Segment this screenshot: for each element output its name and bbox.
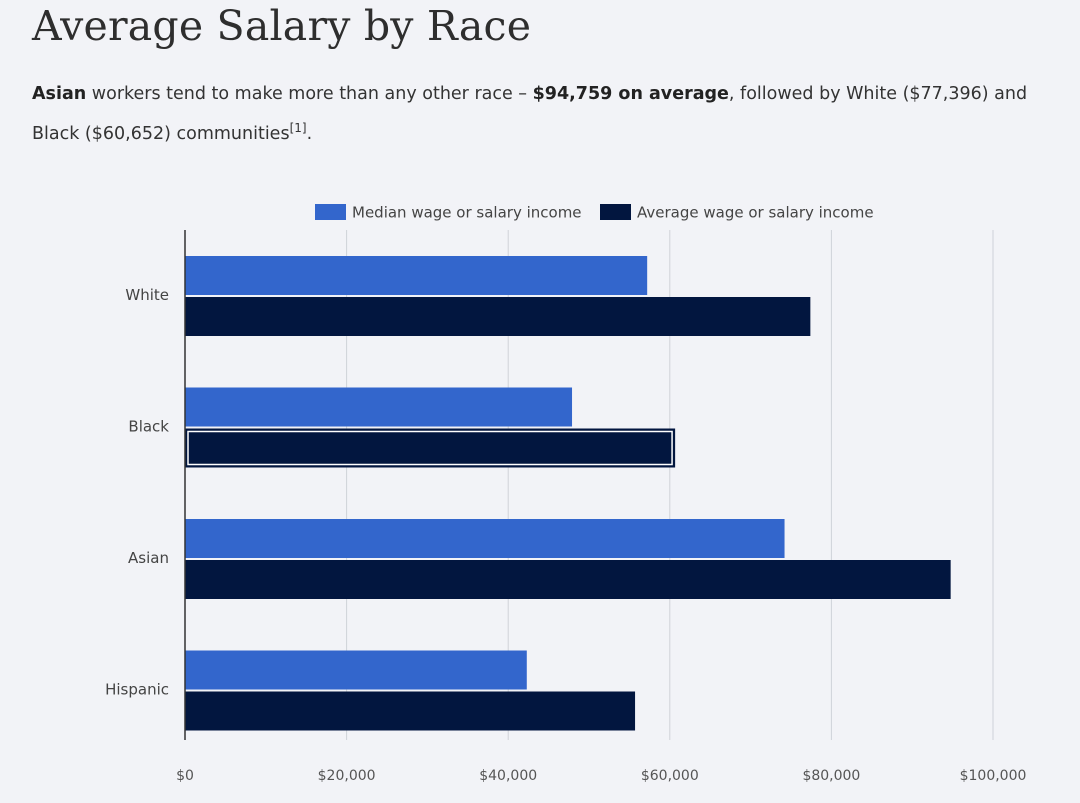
chart-bars bbox=[185, 256, 951, 731]
y-category-label-black: Black bbox=[128, 418, 169, 436]
bar-highlight-outline bbox=[187, 430, 673, 466]
summary-text-2: , followed by White ($77,396) and Black … bbox=[32, 84, 1028, 144]
x-tick-label-0: $0 bbox=[176, 768, 194, 784]
bar-hispanic-average[interactable] bbox=[185, 691, 636, 731]
legend-swatch-1[interactable] bbox=[315, 204, 346, 220]
x-tick-label-4: $80,000 bbox=[802, 768, 860, 784]
bar-white-average[interactable] bbox=[185, 297, 811, 336]
legend-label-1[interactable]: Median wage or salary income bbox=[352, 204, 582, 222]
legend-swatch-2[interactable] bbox=[600, 204, 631, 220]
chart-axes: $0 $20,000 $40,000 $60,000 $80,000 $100,000 Wh… bbox=[105, 230, 1026, 784]
x-tick-label-3: $60,000 bbox=[641, 768, 699, 784]
legend-label-2[interactable]: Average wage or salary income bbox=[637, 204, 874, 222]
y-category-label-hispanic: Hispanic bbox=[105, 681, 169, 699]
summary-paragraph: Asian workers tend to make more than any… bbox=[32, 74, 1057, 154]
bar-asian-average[interactable] bbox=[185, 560, 951, 599]
summary-lead: Asian bbox=[32, 84, 87, 104]
y-category-label-white: White bbox=[125, 286, 169, 304]
x-tick-label-2: $40,000 bbox=[479, 768, 537, 784]
salary-bar-chart: Median wage or salary income Average wage… bbox=[105, 204, 1026, 785]
footnote-link[interactable]: [1] bbox=[289, 121, 307, 136]
chart-legend[interactable]: Median wage or salary income Average wage… bbox=[315, 204, 874, 222]
bar-black-average[interactable] bbox=[185, 428, 676, 468]
page-title: Average Salary by Race bbox=[32, 2, 532, 50]
summary-text-3: . bbox=[306, 124, 313, 144]
y-category-label-asian: Asian bbox=[128, 549, 169, 567]
x-tick-label-1: $20,000 bbox=[318, 768, 376, 784]
bar-black-median[interactable] bbox=[185, 387, 573, 427]
bar-white-median[interactable] bbox=[185, 256, 648, 295]
bar-asian-median[interactable] bbox=[185, 519, 785, 558]
x-tick-label-5: $100,000 bbox=[960, 768, 1027, 784]
summary-text-1: workers tend to make more than any other… bbox=[86, 84, 533, 104]
summary-highlight: $94,759 on average bbox=[532, 84, 729, 104]
bar-hispanic-median[interactable] bbox=[185, 650, 527, 690]
